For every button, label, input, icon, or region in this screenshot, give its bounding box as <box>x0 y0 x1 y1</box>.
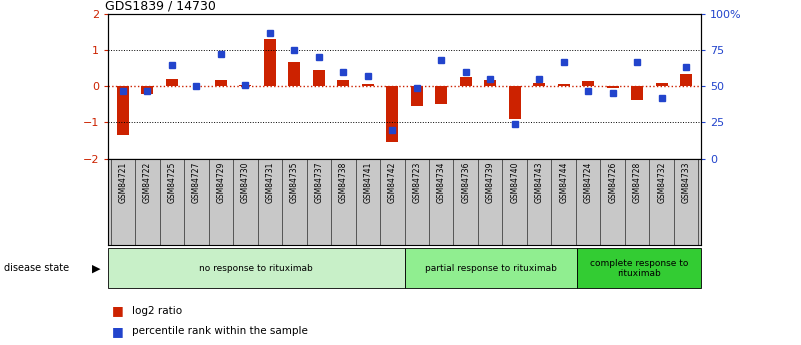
Bar <box>288 62 300 86</box>
Bar <box>582 81 594 86</box>
Text: GSM84726: GSM84726 <box>608 161 618 203</box>
Text: GSM84729: GSM84729 <box>216 161 225 203</box>
Text: GSM84743: GSM84743 <box>535 161 544 203</box>
Bar <box>312 70 325 86</box>
Text: GSM84731: GSM84731 <box>265 161 274 203</box>
Bar <box>680 73 692 86</box>
Bar <box>509 86 521 119</box>
Text: GSM84739: GSM84739 <box>485 161 495 203</box>
Bar <box>655 83 668 86</box>
Text: ■: ■ <box>112 325 124 338</box>
Text: no response to rituximab: no response to rituximab <box>199 264 313 273</box>
Text: log2 ratio: log2 ratio <box>132 306 183 315</box>
Bar <box>435 86 448 104</box>
Bar <box>578 248 701 288</box>
Bar <box>484 80 497 86</box>
Bar <box>239 85 252 86</box>
Text: GSM84735: GSM84735 <box>290 161 299 203</box>
Text: GSM84723: GSM84723 <box>413 161 421 203</box>
Text: GDS1839 / 14730: GDS1839 / 14730 <box>105 0 216 13</box>
Bar <box>411 86 423 106</box>
Text: GSM84744: GSM84744 <box>559 161 568 203</box>
Bar <box>386 86 398 142</box>
Text: GSM84742: GSM84742 <box>388 161 396 203</box>
Text: GSM84734: GSM84734 <box>437 161 445 203</box>
Bar <box>141 86 154 94</box>
Text: GSM84730: GSM84730 <box>241 161 250 203</box>
Text: GSM84721: GSM84721 <box>119 161 127 203</box>
Text: partial response to rituximab: partial response to rituximab <box>425 264 557 273</box>
Text: complete response to
rituximab: complete response to rituximab <box>590 258 688 278</box>
Bar <box>166 79 178 86</box>
Text: ■: ■ <box>112 304 124 317</box>
Text: GSM84728: GSM84728 <box>633 161 642 203</box>
Text: GSM84724: GSM84724 <box>584 161 593 203</box>
Text: GSM84737: GSM84737 <box>314 161 324 203</box>
Bar <box>361 85 374 86</box>
Bar <box>606 86 619 88</box>
Bar <box>108 248 405 288</box>
Bar <box>460 77 472 86</box>
Bar <box>117 86 129 135</box>
Text: GSM84725: GSM84725 <box>167 161 176 203</box>
Text: GSM84733: GSM84733 <box>682 161 690 203</box>
Text: GSM84732: GSM84732 <box>657 161 666 203</box>
Bar <box>631 86 643 100</box>
Text: GSM84736: GSM84736 <box>461 161 470 203</box>
Text: GSM84722: GSM84722 <box>143 161 152 203</box>
Text: ▶: ▶ <box>92 263 101 273</box>
Bar <box>533 82 545 86</box>
Bar <box>337 80 349 86</box>
Bar <box>405 248 578 288</box>
Bar <box>264 39 276 86</box>
Text: GSM84741: GSM84741 <box>364 161 372 203</box>
Text: percentile rank within the sample: percentile rank within the sample <box>132 326 308 336</box>
Text: GSM84740: GSM84740 <box>510 161 519 203</box>
Bar <box>557 84 570 86</box>
Text: disease state: disease state <box>4 263 69 273</box>
Text: GSM84727: GSM84727 <box>191 161 201 203</box>
Text: GSM84738: GSM84738 <box>339 161 348 203</box>
Bar <box>215 80 227 86</box>
